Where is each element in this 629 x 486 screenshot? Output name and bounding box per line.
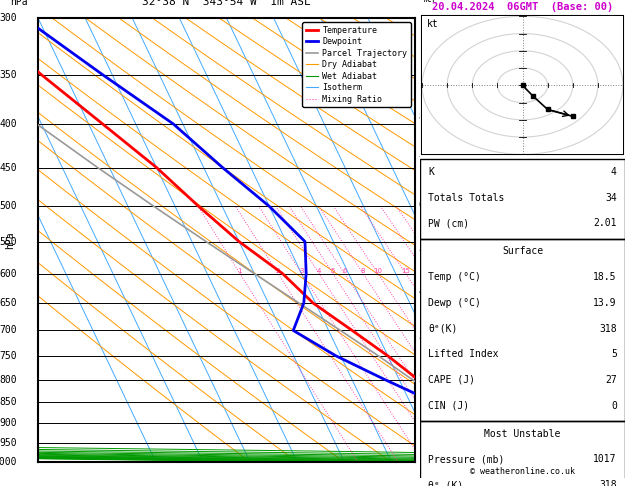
Text: 7: 7 xyxy=(419,156,425,166)
Bar xyxy=(420,159,625,239)
Text: 3: 3 xyxy=(419,330,425,341)
Text: Temp (°C): Temp (°C) xyxy=(428,272,481,282)
Text: 18.5: 18.5 xyxy=(593,272,617,282)
Text: kt: kt xyxy=(427,18,439,29)
Text: 4: 4 xyxy=(611,167,617,177)
Text: 8: 8 xyxy=(361,268,365,274)
Text: Most Unstable: Most Unstable xyxy=(484,429,560,439)
Text: ///: /// xyxy=(425,431,433,440)
Bar xyxy=(420,421,625,486)
Text: 32°38'N  343°54'W  1m ASL: 32°38'N 343°54'W 1m ASL xyxy=(142,0,311,7)
Text: 600: 600 xyxy=(0,269,17,278)
Text: 2: 2 xyxy=(276,268,281,274)
Text: Totals Totals: Totals Totals xyxy=(428,192,504,203)
Text: 2.01: 2.01 xyxy=(593,218,617,228)
Text: ///: /// xyxy=(425,331,433,340)
Text: Pressure (mb): Pressure (mb) xyxy=(428,454,504,465)
Text: 10: 10 xyxy=(374,268,382,274)
Text: 318: 318 xyxy=(599,324,617,333)
Text: 0: 0 xyxy=(611,400,617,411)
Text: 318: 318 xyxy=(599,480,617,486)
Text: PW (cm): PW (cm) xyxy=(428,218,469,228)
Text: 700: 700 xyxy=(0,326,17,335)
Text: 13.9: 13.9 xyxy=(593,298,617,308)
Text: 34: 34 xyxy=(605,192,617,203)
Text: ///: /// xyxy=(425,133,433,142)
Text: θᵉ(K): θᵉ(K) xyxy=(428,324,457,333)
Text: 300: 300 xyxy=(0,13,17,23)
Text: © weatheronline.co.uk: © weatheronline.co.uk xyxy=(470,467,575,476)
Text: CIN (J): CIN (J) xyxy=(428,400,469,411)
Text: Surface: Surface xyxy=(502,246,543,257)
Legend: Temperature, Dewpoint, Parcel Trajectory, Dry Adiabat, Wet Adiabat, Isotherm, Mi: Temperature, Dewpoint, Parcel Trajectory… xyxy=(303,22,411,107)
Text: 1000: 1000 xyxy=(0,457,17,467)
Text: ///: /// xyxy=(425,368,433,377)
Text: 5: 5 xyxy=(419,243,425,253)
Text: 3: 3 xyxy=(299,268,304,274)
Text: 400: 400 xyxy=(0,119,17,129)
Text: 900: 900 xyxy=(0,418,17,428)
Text: 6: 6 xyxy=(419,199,425,209)
Text: 15: 15 xyxy=(401,268,410,274)
Text: 6: 6 xyxy=(342,268,347,274)
Text: 800: 800 xyxy=(0,375,17,385)
Text: 20.04.2024  06GMT  (Base: 00): 20.04.2024 06GMT (Base: 00) xyxy=(432,2,613,12)
Text: 5: 5 xyxy=(331,268,335,274)
Text: 850: 850 xyxy=(0,397,17,407)
Text: ///: /// xyxy=(425,247,433,256)
Text: 1: 1 xyxy=(238,268,242,274)
Text: hPa: hPa xyxy=(5,231,14,249)
Text: 950: 950 xyxy=(0,438,17,448)
Text: hPa: hPa xyxy=(9,0,27,7)
Text: 350: 350 xyxy=(0,70,17,80)
Text: ///: /// xyxy=(425,293,433,302)
Text: 550: 550 xyxy=(0,237,17,246)
Text: 27: 27 xyxy=(605,375,617,385)
Text: θᵉ (K): θᵉ (K) xyxy=(428,480,464,486)
Text: 650: 650 xyxy=(0,298,17,308)
Bar xyxy=(422,16,623,155)
Text: 500: 500 xyxy=(0,201,17,211)
Text: Mixing Ratio (g/kg): Mixing Ratio (g/kg) xyxy=(441,189,450,291)
Text: ///: /// xyxy=(425,399,433,409)
Text: 1: 1 xyxy=(419,418,425,428)
Text: 2: 2 xyxy=(419,374,425,384)
Text: Lifted Index: Lifted Index xyxy=(428,349,499,359)
Text: 450: 450 xyxy=(0,162,17,173)
Text: 750: 750 xyxy=(0,351,17,361)
Text: 5: 5 xyxy=(611,349,617,359)
Text: 1017: 1017 xyxy=(593,454,617,465)
Text: 4: 4 xyxy=(419,287,425,297)
Text: ///: /// xyxy=(425,194,433,204)
Text: K: K xyxy=(428,167,434,177)
Bar xyxy=(420,239,625,421)
Text: Dewp (°C): Dewp (°C) xyxy=(428,298,481,308)
Text: km
ASL: km ASL xyxy=(423,0,438,7)
Text: CAPE (J): CAPE (J) xyxy=(428,375,475,385)
Text: 4: 4 xyxy=(317,268,321,274)
Text: LCL: LCL xyxy=(419,439,434,449)
Text: 8: 8 xyxy=(419,112,425,122)
